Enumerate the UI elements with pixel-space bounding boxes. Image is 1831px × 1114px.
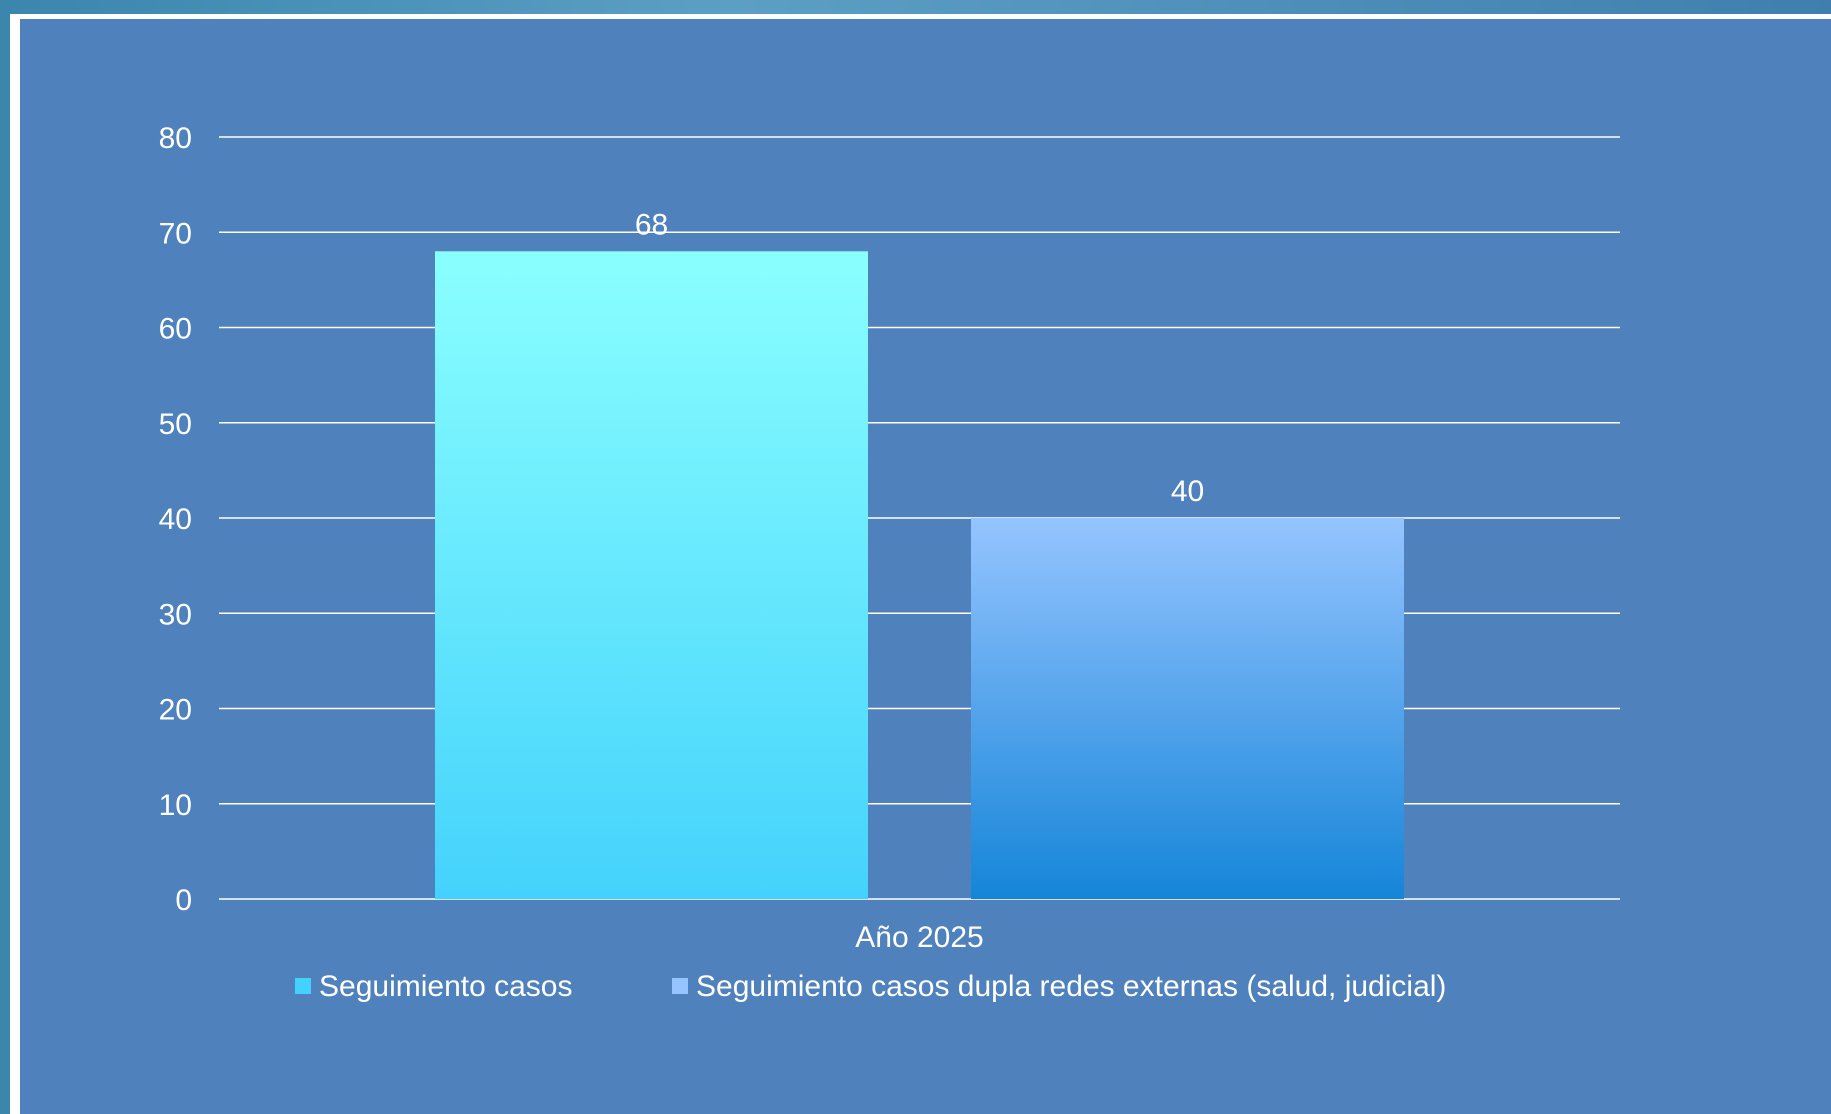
- y-tick-label: 20: [159, 694, 192, 727]
- y-tick-label: 40: [159, 503, 192, 536]
- gridlines: [219, 136, 1620, 900]
- category-label: Año 2025: [855, 921, 983, 954]
- y-tick-label: 30: [159, 598, 192, 631]
- data-label-series-1: 68: [635, 208, 668, 241]
- y-tick-label: 80: [159, 122, 192, 155]
- category-labels: Año 2025: [855, 921, 983, 954]
- legend-swatch-series-2: [672, 978, 688, 994]
- y-axis-tick-labels: 0 10 20 30 40 50 60 70 80: [159, 122, 192, 917]
- y-tick-label: 50: [159, 408, 192, 441]
- legend-label-series-2: Seguimiento casos dupla redes externas (…: [696, 970, 1446, 1003]
- legend: Seguimiento casos Seguimiento casos dupla…: [295, 970, 1446, 1003]
- bar-series-1: [435, 251, 868, 900]
- legend-label-series-1: Seguimiento casos: [319, 970, 572, 1003]
- data-label-series-2: 40: [1171, 475, 1204, 508]
- legend-swatch-series-1: [295, 978, 311, 994]
- data-labels: 68 40: [635, 208, 1204, 508]
- chart-area: [10, 14, 1831, 1114]
- y-tick-label: 0: [175, 884, 192, 917]
- y-tick-label: 60: [159, 313, 192, 346]
- y-tick-label: 10: [159, 789, 192, 822]
- bars: [435, 251, 1404, 900]
- y-tick-label: 70: [159, 217, 192, 250]
- bar-series-2: [971, 518, 1404, 899]
